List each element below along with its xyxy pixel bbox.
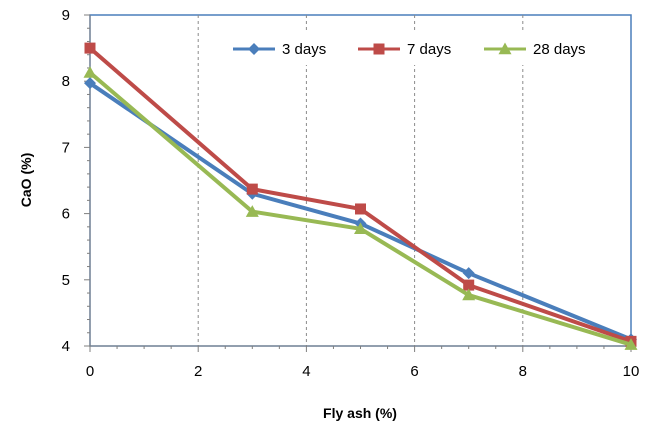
legend-entry: 28 days bbox=[484, 41, 586, 58]
y-tick-label: 5 bbox=[62, 272, 70, 289]
legend-swatch-marker bbox=[248, 43, 260, 55]
data-point bbox=[624, 338, 638, 350]
data-point bbox=[246, 183, 258, 195]
legend-swatch-marker bbox=[373, 43, 385, 55]
x-tick-label: 6 bbox=[410, 363, 418, 380]
series-2 bbox=[83, 66, 638, 350]
data-point bbox=[354, 222, 367, 235]
legend-swatch-marker bbox=[498, 42, 512, 55]
legend-entries: 3 days 7 days 28 days bbox=[233, 41, 586, 58]
x-tick-label: 0 bbox=[86, 363, 94, 380]
legend-entry: 7 days bbox=[358, 41, 451, 58]
x-axis-title: Fly ash (%) bbox=[323, 405, 397, 421]
y-tick-label: 8 bbox=[62, 73, 70, 90]
x-tick-label: 10 bbox=[623, 363, 640, 380]
y-tick-label: 6 bbox=[62, 206, 70, 223]
legend-label: 3 days bbox=[282, 41, 326, 58]
data-point bbox=[463, 279, 475, 291]
data-point bbox=[462, 288, 476, 301]
data-point bbox=[84, 42, 96, 54]
y-tick-label: 4 bbox=[62, 338, 70, 355]
x-tick-label: 4 bbox=[302, 363, 310, 380]
series-group bbox=[83, 42, 638, 350]
y-axis-title: CaO (%) bbox=[18, 153, 34, 207]
x-tick-label: 8 bbox=[519, 363, 527, 380]
x-tick-label: 2 bbox=[194, 363, 202, 380]
tick-labels: 4 5 6 7 8 9 0 2 4 6 8 10 bbox=[62, 7, 640, 380]
legend-entry: 3 days bbox=[233, 41, 326, 58]
data-point bbox=[355, 203, 366, 215]
y-tick-label: 9 bbox=[62, 7, 70, 24]
data-point bbox=[462, 267, 475, 280]
legend-label: 28 days bbox=[533, 41, 586, 58]
data-point bbox=[245, 205, 259, 217]
data-point bbox=[84, 77, 96, 90]
data-point bbox=[83, 66, 97, 78]
y-tick-label: 7 bbox=[62, 139, 70, 156]
plot-area bbox=[89, 14, 632, 347]
legend-label: 7 days bbox=[407, 41, 451, 58]
legend: 3 days 7 days 28 days bbox=[226, 33, 630, 65]
grid-lines bbox=[197, 15, 524, 346]
legend-box bbox=[226, 33, 630, 65]
